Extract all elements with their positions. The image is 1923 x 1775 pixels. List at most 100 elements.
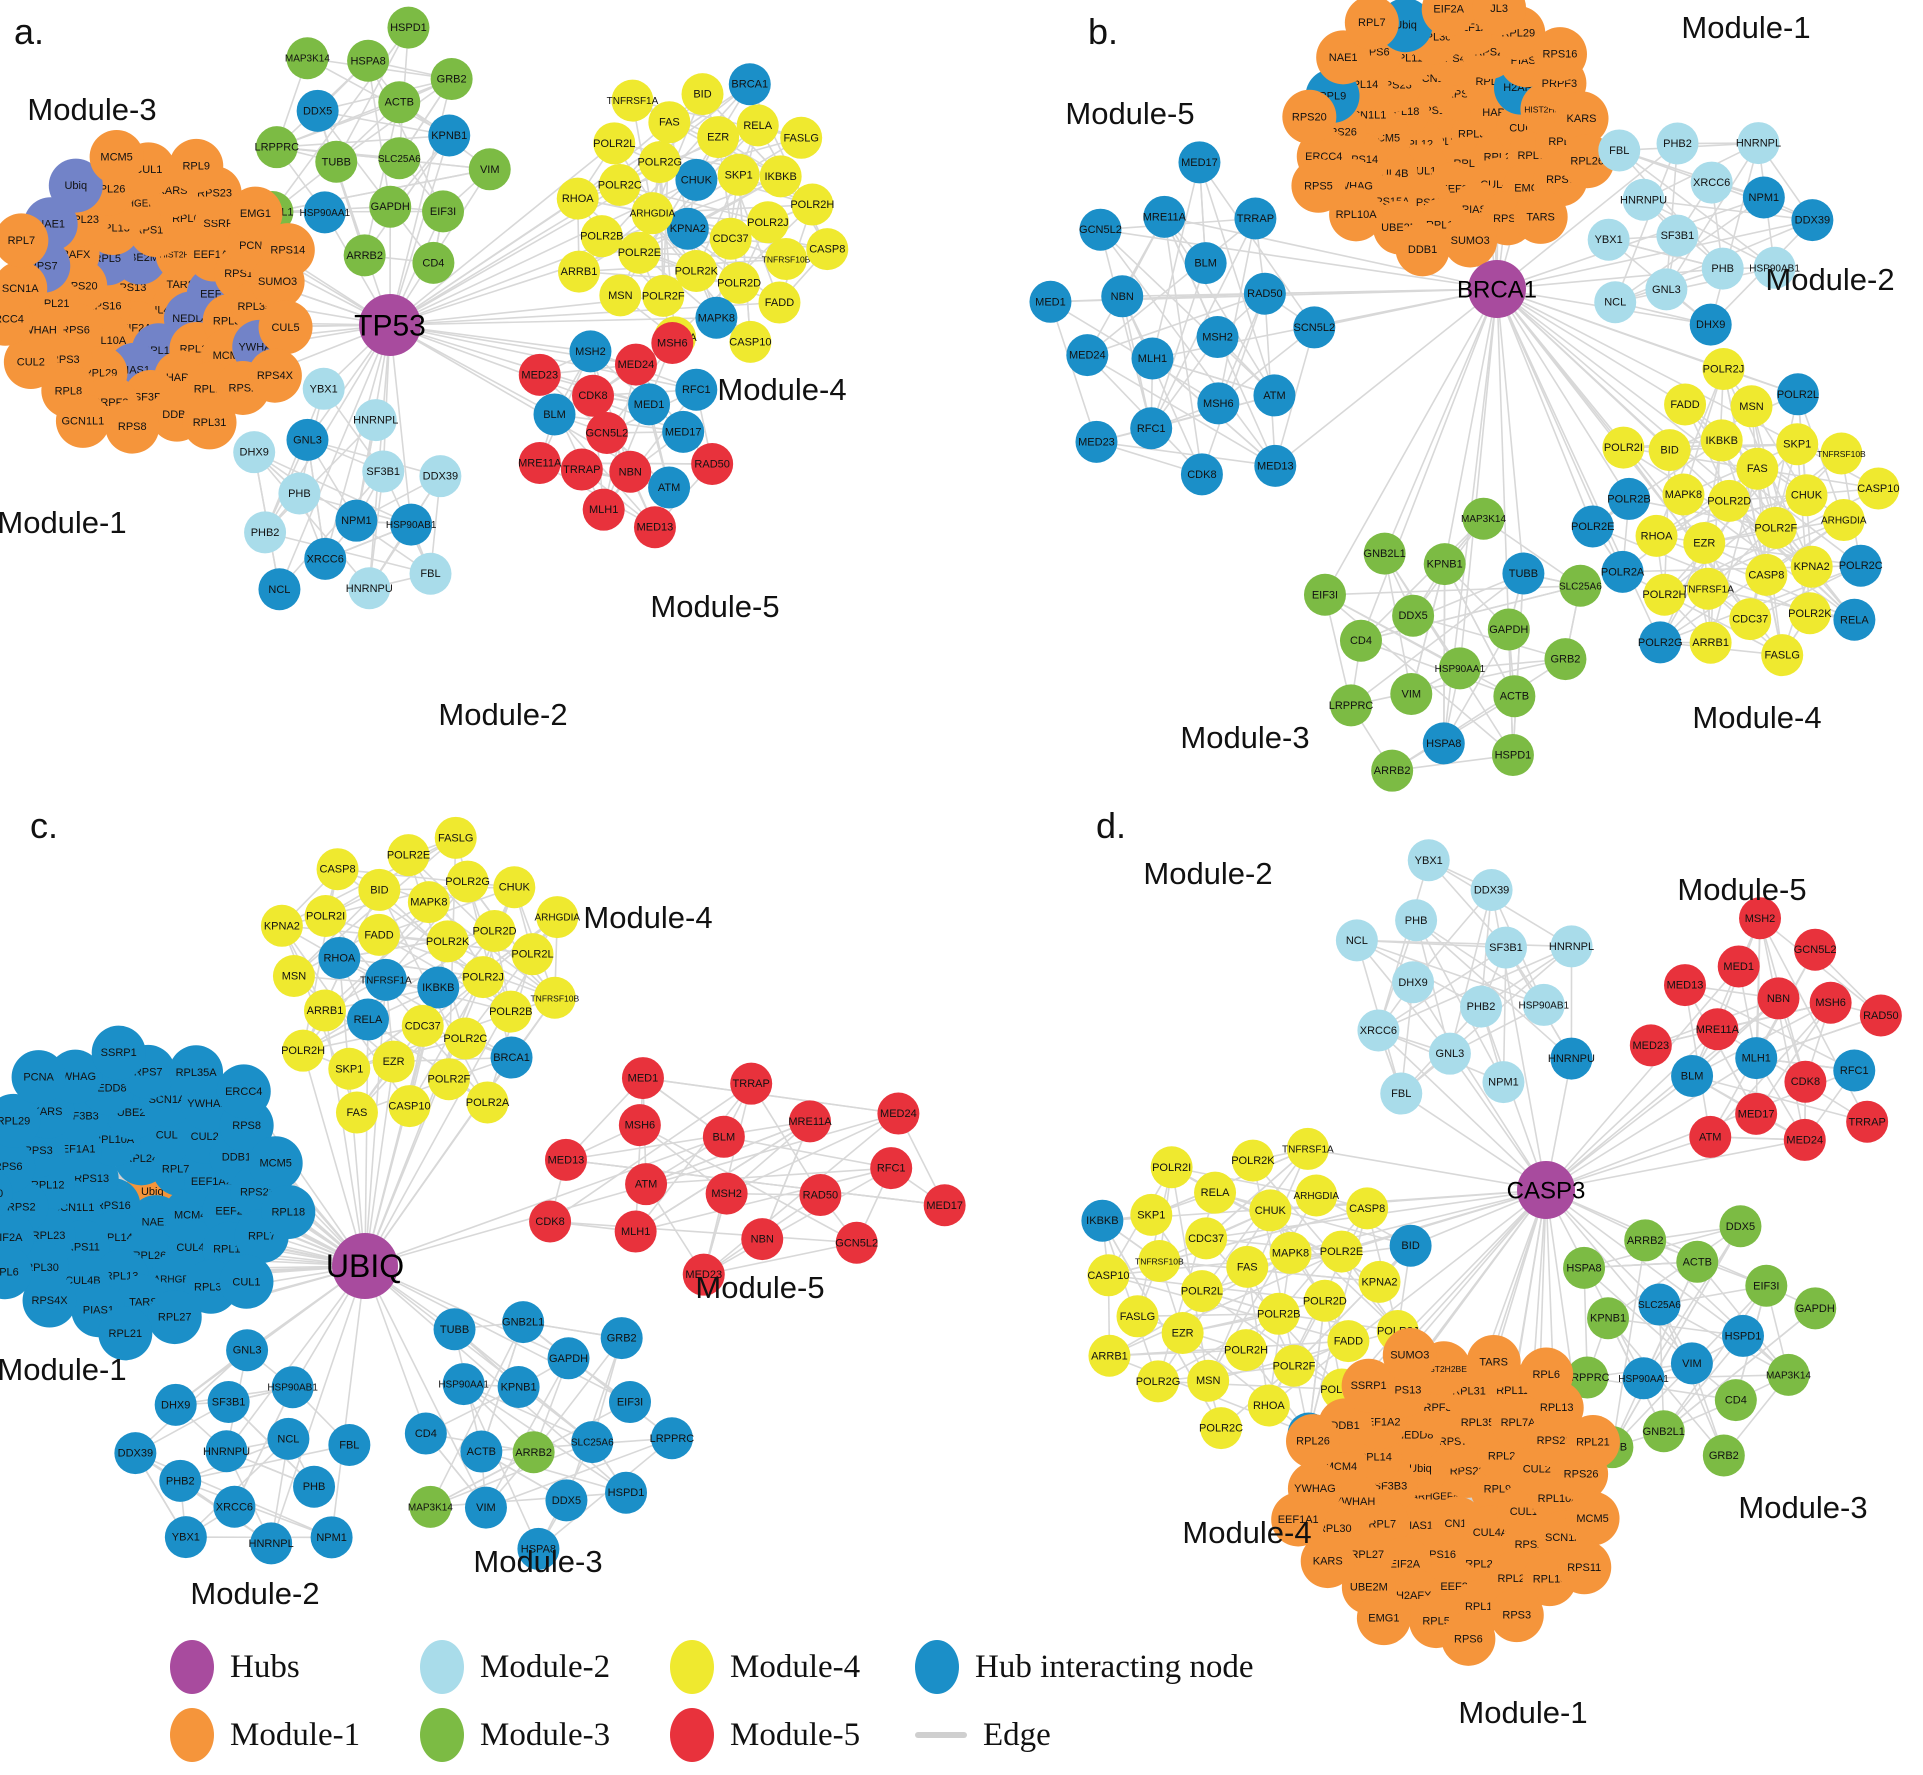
- node-TNFRSF10B: TNFRSF10B: [762, 238, 811, 281]
- node-label: RPL9: [182, 160, 210, 172]
- node-label: MED17: [1181, 157, 1218, 169]
- node-MED17: MED17: [1178, 141, 1221, 184]
- node-GAPDH: GAPDH: [1487, 608, 1530, 651]
- node-NBN: NBN: [609, 450, 652, 493]
- node-MAPK8: MAPK8: [407, 881, 450, 924]
- node-CUL1: CUL1: [219, 1254, 274, 1309]
- node-HSPD1: HSPD1: [387, 6, 430, 49]
- node-TUBB: TUBB: [433, 1308, 476, 1351]
- node-CASP8: CASP8: [1745, 553, 1788, 596]
- node-label: CASP8: [1349, 1203, 1385, 1215]
- node-label: TNFRSF1A: [360, 975, 412, 986]
- node-label: MAP3K14: [408, 1502, 453, 1513]
- node-CHUK: CHUK: [1785, 474, 1828, 517]
- node-KPNA2: KPNA2: [666, 207, 709, 250]
- node-HSPD1: HSPD1: [1721, 1314, 1764, 1357]
- node-label: EIF2A: [1390, 1558, 1421, 1570]
- node-label: MSH6: [1203, 398, 1234, 410]
- node-label: SKP1: [725, 169, 753, 181]
- node-label: DDX5: [1726, 1221, 1755, 1233]
- node-DDX5: DDX5: [1719, 1205, 1762, 1248]
- node-POLR2C: POLR2C: [1839, 544, 1883, 587]
- node-label: BLM: [543, 409, 566, 421]
- node-label: POLR2L: [511, 949, 553, 961]
- node-label: RPS26: [1564, 1469, 1599, 1481]
- node-label: RPS13: [74, 1173, 109, 1185]
- node-label: MCM5: [1576, 1513, 1608, 1525]
- node-DDB1: DDB1: [1395, 222, 1450, 277]
- module-label: Module-1: [1458, 1695, 1587, 1730]
- node-label: POLR2A: [466, 1097, 510, 1109]
- node-GCN1L1: GCN1L1: [55, 393, 110, 448]
- node-label: CASP10: [1087, 1270, 1129, 1282]
- node-label: HNRNPU: [1620, 194, 1667, 206]
- node-HSPA8: HSPA8: [347, 39, 390, 82]
- node-MSN: MSN: [1730, 385, 1773, 428]
- node-RHOA: RHOA: [1247, 1384, 1290, 1427]
- node-HSPD1: HSPD1: [605, 1471, 648, 1514]
- node-label: TARS: [1526, 211, 1555, 223]
- legend-label: Module-1: [230, 1716, 361, 1753]
- node-label: POLR2B: [489, 1006, 532, 1018]
- node-label: VIM: [476, 1502, 496, 1514]
- node-RPL6: RPL6: [1519, 1347, 1574, 1402]
- node-label: RPL10A: [1336, 209, 1378, 221]
- node-RHOA: RHOA: [1635, 514, 1678, 557]
- node-label: EMG1: [240, 208, 271, 220]
- node-label: JL3: [1490, 3, 1508, 15]
- node-label: IKBKB: [1706, 435, 1738, 447]
- node-HSP90AB1: HSP90AB1: [1749, 246, 1800, 289]
- node-POLR2I: POLR2I: [304, 894, 347, 937]
- node-label: CHUK: [499, 882, 531, 894]
- node-label: XRCC6: [307, 553, 344, 565]
- node-label: FBL: [420, 568, 440, 580]
- node-IKBKB: IKBKB: [759, 155, 802, 198]
- node-label: DDX5: [303, 105, 332, 117]
- node-label: POLR2B: [1607, 493, 1650, 505]
- node-label: CDK8: [578, 390, 607, 402]
- panel-d: PHB2 DHX9 SF3B1 GNL3 PHB HSP90AB1 XRCC6 DDX39 NP…: [1081, 805, 1902, 1730]
- node-label: NBN: [619, 466, 642, 478]
- node-label: UBE2I: [117, 1107, 149, 1119]
- node-label: BLM: [1681, 1071, 1704, 1083]
- node-label: DDX39: [1474, 884, 1509, 896]
- module-label: Module-1: [1681, 10, 1810, 45]
- node-label: MSH6: [1815, 997, 1846, 1009]
- node-CASP10: CASP10: [1857, 467, 1900, 510]
- node-label: CD4: [1350, 635, 1372, 647]
- node-label: PHB: [1405, 915, 1428, 927]
- node-MED17: MED17: [1735, 1092, 1778, 1135]
- node-KARS: KARS: [1554, 91, 1609, 146]
- node-label: MSH2: [1202, 332, 1233, 344]
- node-ARHGDIA: ARHGDIA: [1821, 499, 1867, 542]
- node-label: RPS6: [1454, 1633, 1483, 1645]
- node-label: EIF2A: [0, 1232, 23, 1244]
- legend-item-module-2: Module-2: [420, 1640, 670, 1694]
- node-NPM1: NPM1: [1482, 1061, 1525, 1104]
- node-label: CDK8: [1791, 1076, 1820, 1088]
- node-label: CHUK: [681, 174, 713, 186]
- node-TNFRSF1A: TNFRSF1A: [360, 958, 412, 1001]
- node-CDK8: CDK8: [1180, 453, 1223, 496]
- legend-label: Hub interacting node: [975, 1648, 1254, 1685]
- node-ACTB: ACTB: [378, 81, 421, 124]
- node-RPS3: RPS3: [1489, 1588, 1544, 1643]
- node-SKP1: SKP1: [1776, 423, 1819, 466]
- node-MSN: MSN: [1187, 1359, 1230, 1402]
- node-EEF1A1: EEF1A1: [1271, 1492, 1326, 1547]
- node-label: MRE11A: [1696, 1024, 1740, 1036]
- node-MSH2: MSH2: [569, 330, 612, 373]
- node-label: POLR2H: [790, 199, 834, 211]
- node-label: CASP10: [388, 1101, 430, 1113]
- node-PHB2: PHB2: [1460, 985, 1503, 1028]
- node-MED1: MED1: [1029, 280, 1072, 323]
- node-MCM5: MCM5: [248, 1136, 303, 1191]
- node-label: MED17: [665, 426, 702, 438]
- node-label: Ubiq: [1394, 20, 1417, 32]
- node-YBX1: YBX1: [1587, 218, 1630, 261]
- node-label: MCM4: [174, 1210, 206, 1222]
- node-RELA: RELA: [1194, 1171, 1237, 1214]
- node-HSPD1: HSPD1: [1491, 734, 1534, 777]
- node-label: HSPD1: [390, 22, 427, 34]
- node-POLR2B: POLR2B: [1607, 477, 1651, 520]
